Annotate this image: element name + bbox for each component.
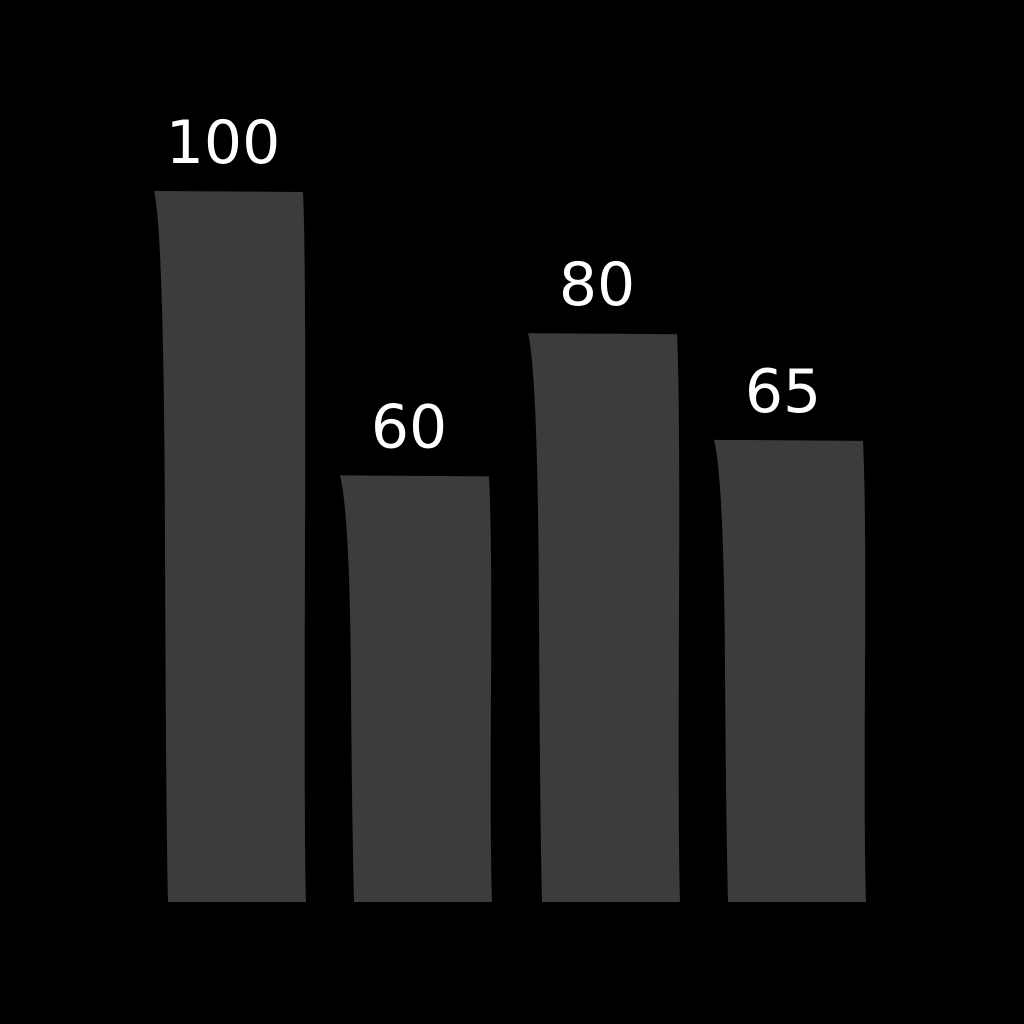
bar-4: [714, 439, 866, 902]
bar-value-label-3: 80: [559, 250, 635, 320]
bar-3: [528, 333, 680, 902]
bar-value-label-2: 60: [371, 392, 447, 462]
bar-value-label-1: 100: [166, 108, 281, 178]
bar-value-label-4: 65: [745, 357, 821, 427]
bar-1: [154, 191, 306, 902]
bar-2: [340, 475, 492, 902]
bar-series: [154, 191, 866, 902]
data-labels: 100 60 80 65: [166, 108, 821, 462]
